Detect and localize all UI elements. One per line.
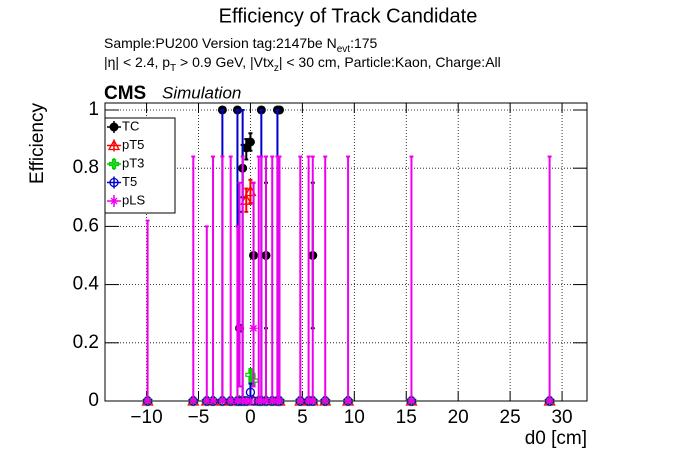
y-tick-label: 0 <box>88 390 99 411</box>
marker <box>249 324 258 333</box>
legend-label: TC <box>122 118 139 133</box>
marker <box>304 397 313 405</box>
marker <box>209 397 218 405</box>
marker <box>242 397 251 405</box>
legend-marker <box>107 139 121 151</box>
marker <box>143 397 152 405</box>
marker <box>189 397 198 405</box>
legend-marker <box>108 158 120 170</box>
marker <box>246 397 255 405</box>
marker <box>257 397 266 405</box>
legend-label: pT3 <box>122 155 144 170</box>
legend: TC pT5 pT3 T5 pLS <box>104 117 176 214</box>
legend-marker <box>109 177 119 188</box>
marker <box>245 387 256 397</box>
marker <box>248 375 259 386</box>
marker <box>262 397 271 405</box>
x-tick-label: 25 <box>500 407 521 428</box>
y-tick-label: 1 <box>88 99 99 120</box>
y-tick-label: 0.6 <box>73 215 99 236</box>
marker <box>275 397 284 405</box>
y-tick-label: 0.4 <box>73 274 100 295</box>
legend-marker <box>109 122 119 132</box>
x-tick-label: 20 <box>448 407 469 428</box>
plot-area: −10 −5 0 5 10 15 20 25 3000.20.40.60.81TCpT5pT3T… <box>73 99 588 428</box>
chart-title: Efficiency of Track Candidate <box>219 5 478 27</box>
marker <box>235 324 244 333</box>
x-tick-label: 5 <box>297 407 308 428</box>
subtitle: Sample:PU200 Version tag:2147be Nevt:175 <box>104 35 378 55</box>
legend-label: T5 <box>122 174 137 189</box>
experiment-note: Simulation <box>162 83 241 102</box>
marker <box>233 397 242 405</box>
marker <box>218 397 227 405</box>
marker <box>545 397 554 405</box>
marker <box>240 193 253 205</box>
legend-label: pT5 <box>122 137 144 152</box>
marker <box>268 397 277 405</box>
y-axis-label: Efficiency <box>27 103 48 184</box>
subtitle-part: |η| < 2.4, p <box>104 54 170 70</box>
subtitle-part: :175 <box>350 35 377 51</box>
marker <box>308 397 317 405</box>
marker <box>245 137 255 147</box>
x-tick-label: 10 <box>344 407 365 428</box>
marker <box>226 397 235 405</box>
x-tick-label: 15 <box>396 407 417 428</box>
subscript: T <box>170 63 176 74</box>
subtitle-part: | < 30 cm, Particle:Kaon, Charge:All <box>279 54 501 70</box>
marker <box>202 397 211 405</box>
legend-label: pLS <box>122 192 145 207</box>
subtitle-part: > 0.9 GeV, |Vtx <box>176 54 274 70</box>
x-tick-label: 30 <box>551 407 572 428</box>
legend-marker <box>110 197 118 205</box>
x-tick-label: −5 <box>188 407 210 428</box>
y-tick-label: 0.2 <box>73 332 99 353</box>
subscript: z <box>274 63 279 74</box>
marker <box>296 397 305 405</box>
marker <box>344 397 353 405</box>
subtitle-part: Sample:PU200 Version tag:2147be N <box>104 35 337 51</box>
marker <box>407 397 416 405</box>
x-tick-label: −10 <box>130 407 162 428</box>
y-tick-label: 0.8 <box>73 157 99 178</box>
subscript: evt <box>337 44 351 55</box>
x-tick-label: 0 <box>245 407 256 428</box>
marker <box>321 397 330 405</box>
subtitle: |η| < 2.4, pT > 0.9 GeV, |Vtxz| < 30 cm,… <box>104 54 501 74</box>
experiment-label: CMS <box>104 83 146 104</box>
x-axis-label: d0 [cm] <box>525 428 587 449</box>
